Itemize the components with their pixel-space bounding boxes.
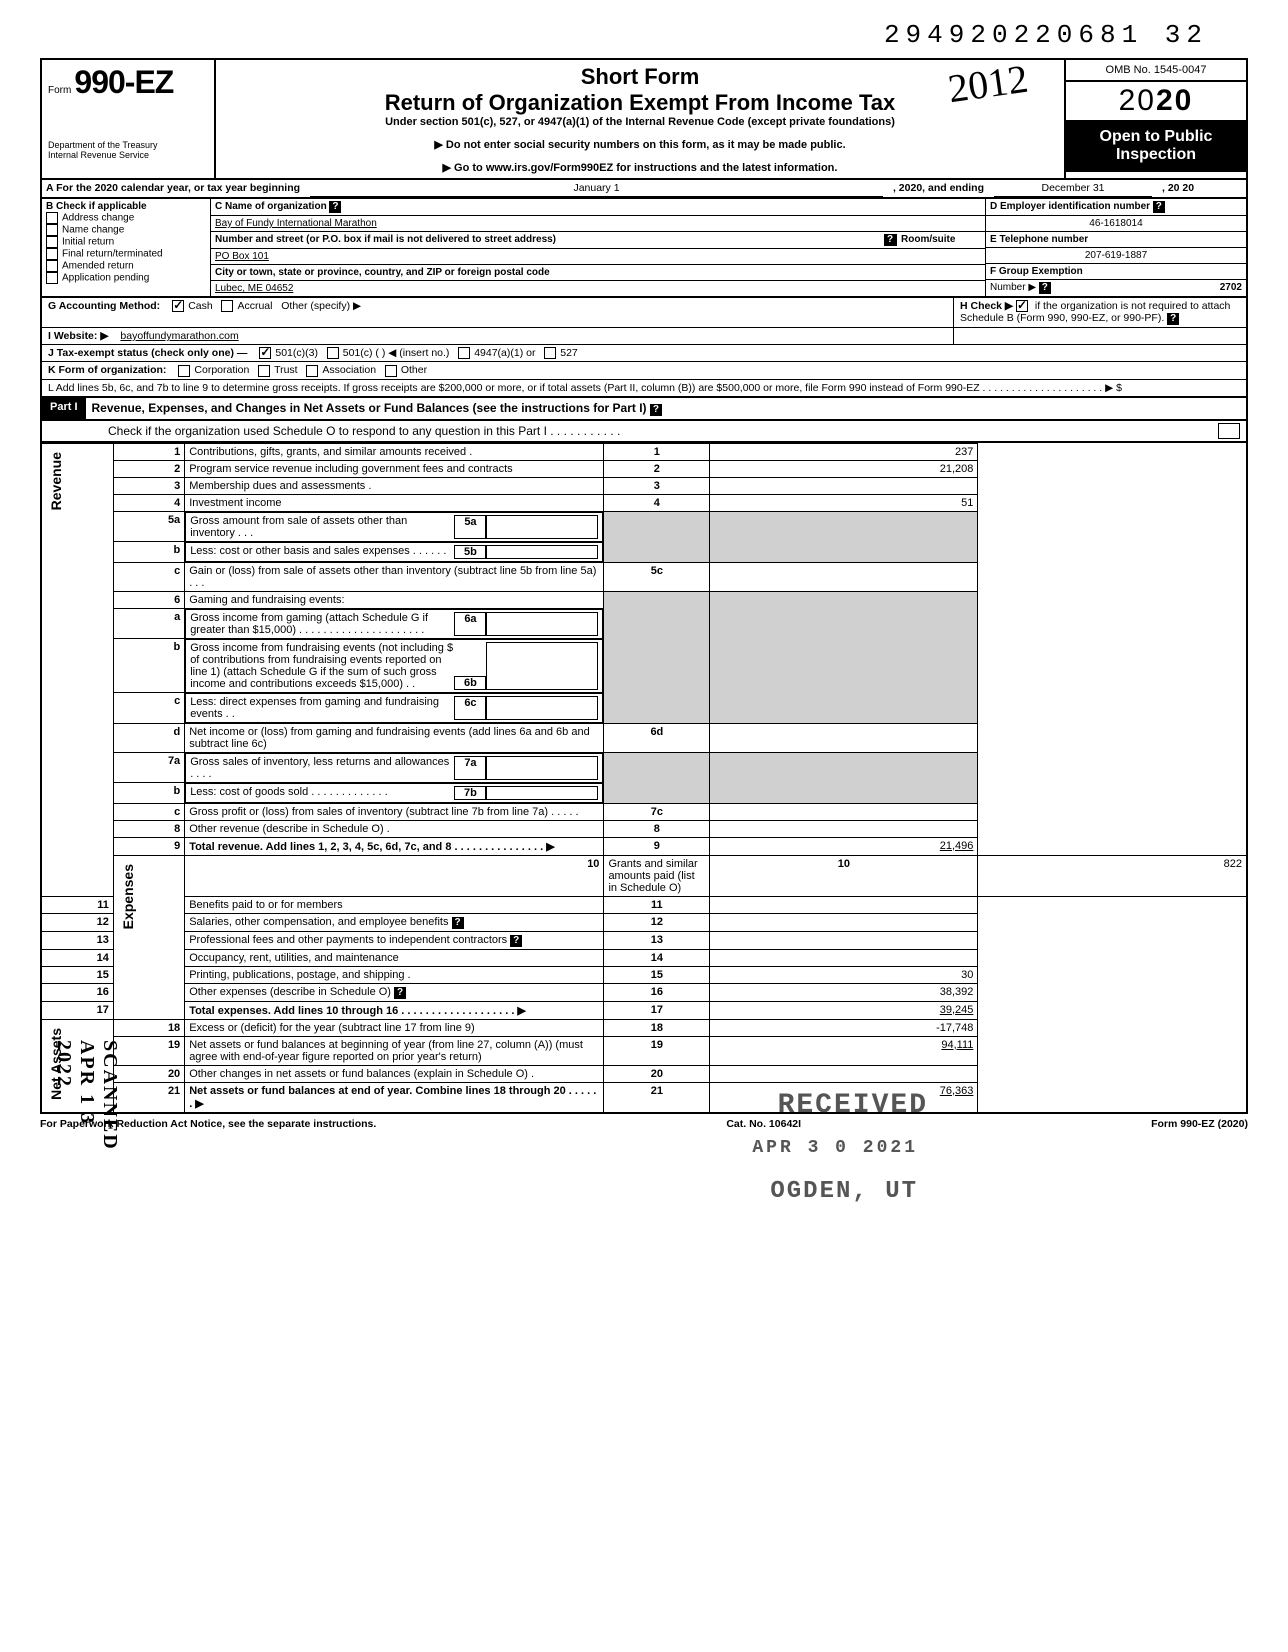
open-to-public: Open to PublicInspection <box>1066 120 1246 172</box>
group-exemption: 2702 <box>1220 282 1242 293</box>
instruction-url: ▶ Go to www.irs.gov/Form990EZ for instru… <box>224 161 1056 174</box>
website: bayoffundymarathon.com <box>114 328 953 344</box>
part-i-title: Revenue, Expenses, and Changes in Net As… <box>86 398 1246 419</box>
line-l: L Add lines 5b, 6c, and 7b to line 9 to … <box>42 380 1246 396</box>
row-a-tax-year: A For the 2020 calendar year, or tax yea… <box>40 180 1248 199</box>
title-main: Return of Organization Exempt From Incom… <box>224 90 1056 116</box>
org-name: Bay of Fundy International Marathon <box>211 216 985 232</box>
tax-year: 2020 <box>1066 82 1246 120</box>
org-city: Lubec, ME 04652 <box>211 281 985 296</box>
title-short-form: Short Form <box>224 64 1056 90</box>
stamp-date: APR 3 0 2021 <box>752 1138 918 1158</box>
scanned-side-stamp: SCANNED APR 1 3 2022 <box>52 1040 121 1151</box>
title-sub: Under section 501(c), 527, or 4947(a)(1)… <box>224 116 1056 128</box>
header-block-bcdef: B Check if applicable Address change Nam… <box>40 199 1248 298</box>
top-serial-number: 294920220681 32 <box>40 20 1248 50</box>
form-number: 990-EZ <box>74 64 173 100</box>
dept-treasury: Department of the Treasury Internal Reve… <box>48 141 208 161</box>
part-i-header: Part I <box>42 398 86 419</box>
org-street: PO Box 101 <box>211 249 985 265</box>
page-footer: For Paperwork Reduction Act Notice, see … <box>40 1114 1248 1134</box>
instruction-ssn: ▶ Do not enter social security numbers o… <box>224 138 1056 151</box>
form-header: Form 990-EZ Department of the Treasury I… <box>40 58 1248 180</box>
ein: 46-1618014 <box>986 216 1246 232</box>
stamp-ogden: OGDEN, UT <box>770 1178 918 1205</box>
omb-number: OMB No. 1545-0047 <box>1066 60 1246 82</box>
telephone: 207-619-1887 <box>986 248 1246 264</box>
form-prefix: Form <box>48 85 71 96</box>
part-i-table: Revenue 1Contributions, gifts, grants, a… <box>40 443 1248 1114</box>
b-label: B Check if applicable <box>46 201 206 212</box>
